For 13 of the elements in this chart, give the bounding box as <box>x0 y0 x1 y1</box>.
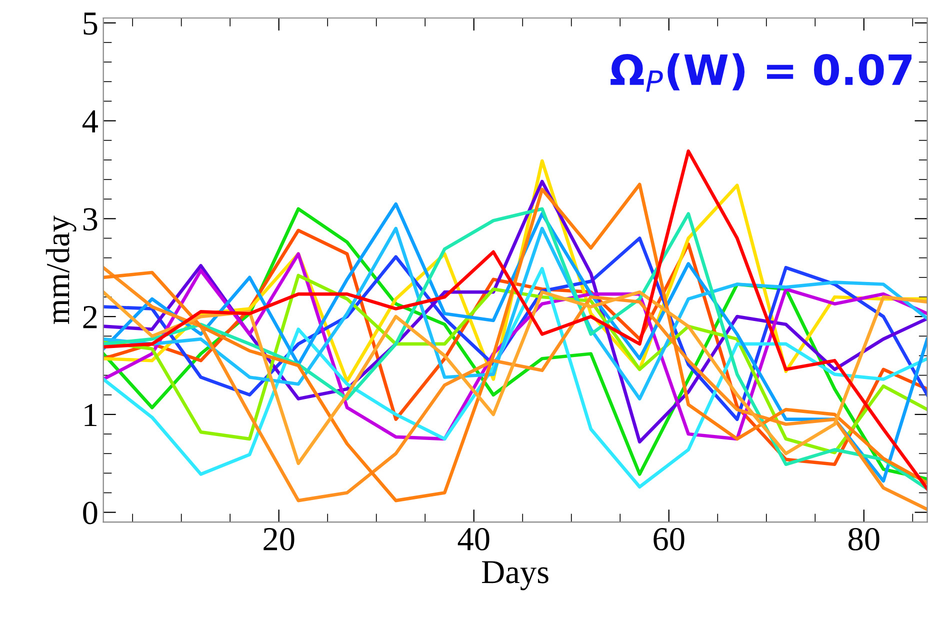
y-tick-label: 4 <box>82 110 98 132</box>
y-tick-label: 3 <box>83 208 98 231</box>
x-tick-label: 20 <box>264 528 294 550</box>
annotation: Ω$_{P}$(W) = 0.07 <box>610 53 912 92</box>
y-axis-title: mm/day <box>46 216 76 324</box>
x-tick-label: 80 <box>848 528 880 550</box>
x-tick-label: 40 <box>458 528 490 550</box>
y-tick-label: 0 <box>83 502 98 524</box>
x-axis-title: Days <box>482 561 548 590</box>
y-tick-label: 5 <box>84 12 98 35</box>
y-tick-label: 1 <box>84 404 96 426</box>
y-tick-label: 2 <box>83 306 97 328</box>
x-tick-label: 60 <box>654 528 684 550</box>
